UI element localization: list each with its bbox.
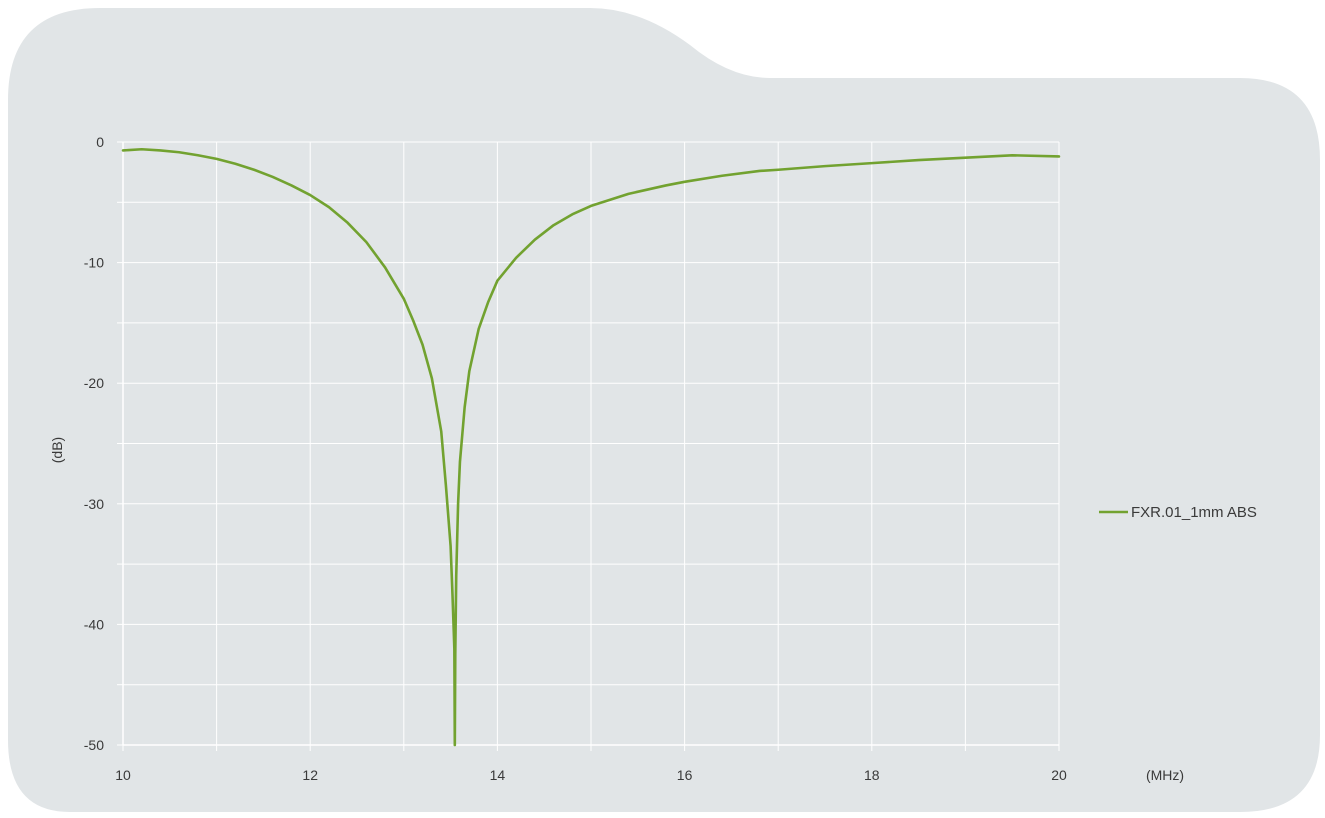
grid-lines (123, 141, 1060, 745)
series-lines (121, 147, 1061, 747)
x-tick-labels: 10 12 14 16 18 20 (115, 767, 1067, 783)
y-tick-label: -40 (84, 616, 104, 632)
y-tick-labels: 0 -10 -20 -30 -40 -50 (84, 134, 104, 753)
x-tick-label: 20 (1051, 767, 1067, 783)
series-line-0 (121, 147, 1061, 747)
axes (117, 141, 1060, 751)
x-axis-label: (MHz) (1146, 767, 1184, 783)
legend-label: FXR.01_1mm ABS (1131, 504, 1257, 521)
y-tick-label: -10 (84, 255, 104, 271)
x-tick-label: 14 (490, 767, 506, 783)
card-shape (8, 8, 1320, 812)
x-tick-label: 18 (864, 767, 880, 783)
y-tick-label: 0 (96, 134, 104, 150)
x-tick-label: 12 (302, 767, 318, 783)
y-tick-label: -30 (84, 496, 104, 512)
legend[interactable]: FXR.01_1mm ABS (1099, 504, 1257, 521)
x-tick-label: 16 (677, 767, 693, 783)
y-axis-label: (dB) (49, 437, 65, 463)
y-tick-label: -20 (84, 375, 104, 391)
x-tick-label: 10 (115, 767, 131, 783)
y-tick-label: -50 (84, 737, 104, 753)
